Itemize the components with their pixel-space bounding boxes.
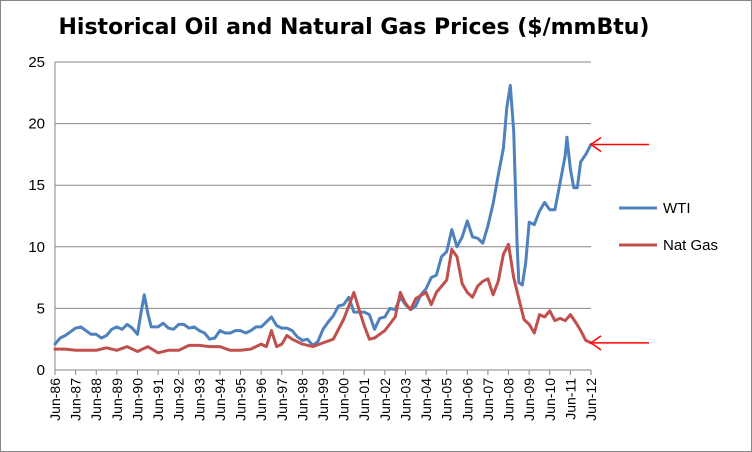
x-axis-ticks: Jun-86 Jun-87 Jun-88 Jun-89 Jun-90 Jun-91 Jun-… [47, 370, 599, 421]
x-tick-label: Jun-94 [212, 378, 228, 421]
y-tick-label: 0 [37, 362, 45, 379]
y-tick-label: 5 [37, 300, 45, 317]
x-tick-label: Jun-05 [439, 378, 455, 421]
x-tick-label: Jun-92 [171, 378, 187, 421]
y-axis-ticks: 0 5 10 15 20 25 [28, 54, 45, 379]
x-tick-label: Jun-07 [480, 378, 496, 421]
x-tick-label: Jun-12 [583, 378, 599, 421]
y-tick-label: 10 [28, 239, 45, 256]
x-tick-label: Jun-09 [521, 378, 537, 421]
x-tick-label: Jun-01 [356, 378, 372, 421]
legend: WTI Nat Gas [619, 200, 718, 254]
x-tick-label: Jun-86 [47, 378, 63, 421]
gridlines [54, 61, 591, 371]
chart-title: Historical Oil and Natural Gas Prices ($… [58, 15, 650, 40]
legend-label-nat-gas: Nat Gas [663, 237, 718, 254]
x-tick-label: Jun-04 [418, 378, 434, 421]
x-tick-label: Jun-98 [294, 378, 310, 421]
legend-label-wti: WTI [663, 200, 691, 217]
x-tick-label: Jun-91 [150, 378, 166, 421]
x-tick-label: Jun-02 [377, 378, 393, 421]
x-tick-label: Jun-08 [501, 378, 517, 421]
x-tick-label: Jun-99 [315, 378, 331, 421]
arrow-wti [589, 136, 649, 153]
x-tick-label: Jun-00 [336, 378, 352, 421]
x-tick-label: Jun-10 [542, 378, 558, 421]
x-tick-label: Jun-90 [129, 378, 145, 421]
x-tick-label: Jun-88 [88, 378, 104, 421]
x-tick-label: Jun-89 [109, 378, 125, 421]
series-line-wti [53, 83, 593, 347]
arrow-nat-gas [589, 335, 649, 351]
series-lines [53, 83, 593, 355]
annotation-arrows [589, 136, 649, 351]
x-tick-label: Jun-93 [191, 378, 207, 421]
y-tick-label: 25 [28, 54, 45, 71]
x-tick-label: Jun-96 [253, 378, 269, 421]
y-tick-label: 20 [28, 116, 45, 133]
series-line-nat-gas [53, 242, 593, 355]
x-tick-label: Jun-97 [274, 378, 290, 421]
arrow-head [589, 136, 602, 153]
x-tick-label: Jun-11 [562, 378, 578, 420]
arrow-head [589, 335, 602, 351]
x-tick-label: Jun-06 [459, 378, 475, 421]
x-tick-label: Jun-03 [397, 378, 413, 421]
y-tick-label: 15 [28, 177, 45, 194]
x-tick-label: Jun-87 [68, 378, 84, 421]
x-tick-label: Jun-95 [233, 378, 249, 421]
